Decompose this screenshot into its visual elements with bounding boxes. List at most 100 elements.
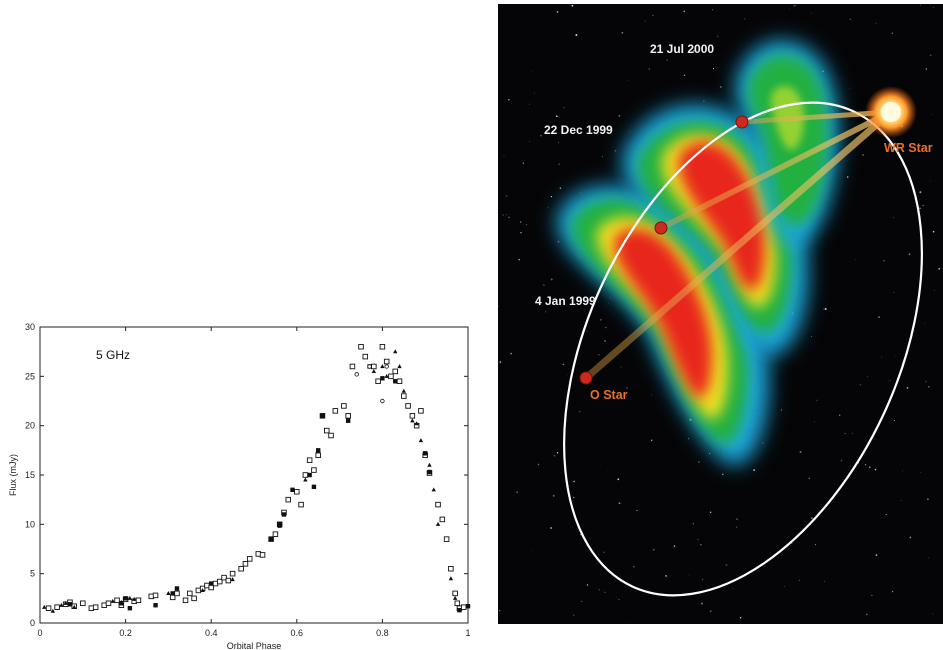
background-star: [783, 585, 785, 587]
background-star: [717, 35, 719, 37]
background-star: [563, 107, 565, 109]
data-point-triangle: [63, 600, 68, 605]
background-star: [874, 468, 877, 471]
background-star: [862, 153, 864, 156]
background-star: [601, 156, 603, 158]
background-star: [516, 491, 519, 494]
background-star: [709, 511, 712, 513]
data-point-triangle: [431, 487, 436, 492]
background-star: [878, 316, 880, 318]
x-tick-label: 0.4: [205, 628, 218, 638]
background-star: [531, 549, 533, 551]
background-star: [844, 433, 846, 435]
background-star: [875, 22, 877, 24]
data-point-triangle: [384, 373, 389, 378]
background-star: [892, 217, 894, 219]
data-point-open-square: [405, 403, 411, 409]
data-point-open-square: [229, 570, 236, 577]
data-point-open-square: [54, 604, 60, 610]
x-tick-label: 0: [37, 628, 42, 638]
background-star: [598, 589, 600, 591]
plot-frame: [39, 326, 469, 624]
background-star: [701, 602, 703, 605]
background-star: [628, 622, 630, 624]
data-point-open-square: [383, 358, 390, 365]
data-point-open-square: [448, 565, 454, 572]
background-star: [840, 459, 843, 462]
data-point-open-square: [272, 531, 279, 537]
data-point-filled-square: [320, 413, 325, 418]
background-star: [788, 8, 790, 10]
background-star: [732, 588, 734, 590]
background-star: [889, 83, 891, 85]
data-point-open-square: [105, 600, 112, 607]
background-star: [652, 14, 654, 16]
data-point-open-square: [332, 408, 339, 414]
y-axis-label: Flux (mJy): [8, 454, 18, 496]
background-star: [839, 414, 841, 416]
data-point-filled-square: [127, 606, 133, 611]
data-point-filled-square: [281, 512, 287, 517]
background-star: [604, 591, 606, 593]
data-point-triangle: [277, 523, 282, 528]
data-point-open-square: [259, 552, 266, 558]
background-star: [934, 290, 935, 291]
background-star: [810, 517, 813, 520]
background-star: [628, 80, 629, 82]
data-point-open-square: [114, 597, 120, 604]
background-star: [736, 518, 738, 520]
background-star: [881, 356, 883, 358]
background-star: [598, 353, 600, 356]
orbit-diagram: 21 Jul 2000 22 Dec 1999 4 Jan 1999 WR St…: [498, 4, 943, 624]
background-star: [557, 142, 560, 144]
y-tick-label: 15: [25, 470, 35, 480]
wr-star-label: WR Star: [884, 141, 933, 155]
data-point-open-square: [45, 605, 52, 611]
background-star: [892, 591, 894, 593]
x-axis-ticks: 0 0.2 0.4 0.6 0.8 1: [37, 327, 471, 638]
background-star: [925, 68, 927, 70]
data-point-open-square: [298, 501, 304, 508]
background-star: [790, 545, 792, 547]
background-star: [932, 613, 934, 615]
background-star: [709, 453, 711, 455]
background-star: [920, 4, 922, 6]
data-point-open-square: [460, 604, 467, 610]
background-star: [909, 536, 912, 539]
background-star: [854, 259, 856, 260]
background-star: [651, 439, 653, 441]
y-tick-label: 10: [25, 519, 35, 529]
data-point-triangle: [410, 418, 415, 423]
background-star: [816, 399, 818, 401]
background-star: [687, 437, 690, 440]
background-star: [618, 114, 621, 117]
data-point-triangle: [59, 602, 64, 607]
data-point-triangle: [414, 421, 419, 426]
data-point-filled-square: [153, 603, 158, 608]
background-star: [558, 163, 560, 165]
data-point-open-square: [401, 393, 407, 399]
data-point-open-circle: [384, 364, 389, 369]
background-star: [537, 463, 540, 466]
background-star: [503, 155, 505, 157]
data-point-open-square: [454, 600, 461, 607]
data-point-open-square: [294, 489, 300, 495]
background-star: [581, 600, 583, 602]
background-star: [556, 11, 559, 13]
background-star: [529, 141, 531, 142]
background-star: [688, 574, 690, 576]
data-point-triangle: [397, 364, 402, 369]
background-star: [522, 162, 524, 164]
background-star: [931, 113, 933, 115]
background-star: [614, 149, 617, 152]
data-point-open-square: [302, 472, 309, 478]
data-point-open-circle: [354, 372, 359, 377]
background-star: [626, 387, 628, 389]
y-tick-label: 20: [25, 421, 35, 431]
background-star: [893, 420, 895, 422]
data-point-open-square: [345, 413, 351, 419]
data-point-filled-square: [209, 581, 214, 586]
background-star: [793, 5, 795, 7]
data-point-triangle: [119, 599, 124, 604]
data-point-open-square: [388, 373, 394, 380]
